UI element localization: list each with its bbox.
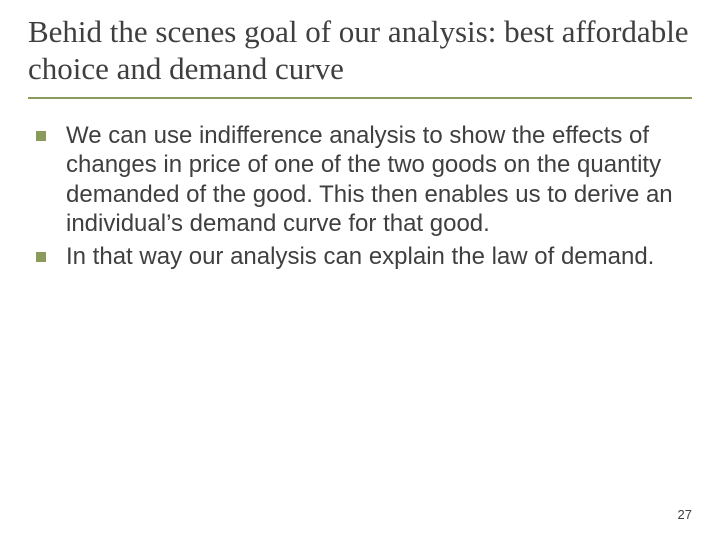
bullet-item: In that way our analysis can explain the… <box>36 242 692 271</box>
square-bullet-icon <box>36 252 46 262</box>
slide: Behid the scenes goal of our analysis: b… <box>0 0 720 540</box>
bullet-text: In that way our analysis can explain the… <box>66 242 654 271</box>
page-number: 27 <box>678 507 692 522</box>
square-bullet-icon <box>36 131 46 141</box>
bullet-item: We can use indifference analysis to show… <box>36 121 692 238</box>
slide-content: We can use indifference analysis to show… <box>28 99 692 271</box>
slide-title: Behid the scenes goal of our analysis: b… <box>28 14 692 99</box>
bullet-text: We can use indifference analysis to show… <box>66 121 692 238</box>
